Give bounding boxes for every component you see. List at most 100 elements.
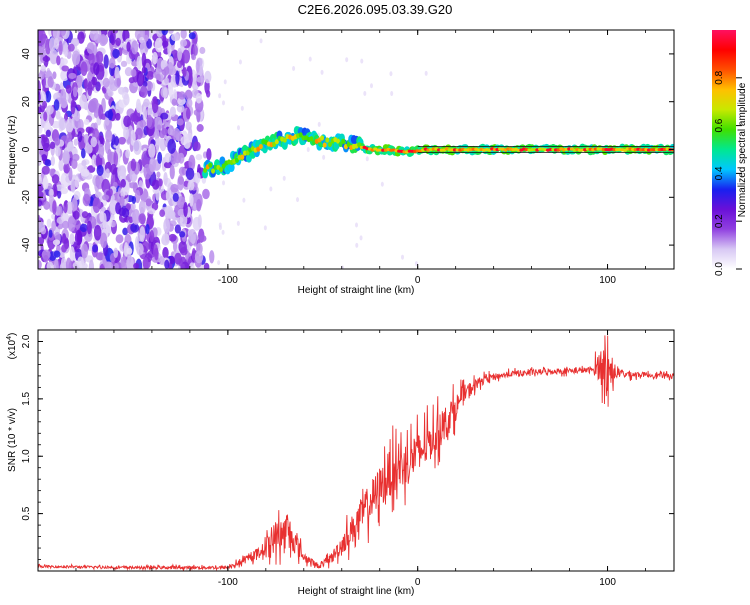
spectrogram-noise-cell (125, 149, 131, 159)
spectrogram-noise-cell (38, 153, 43, 166)
spectrogram-noise-cell (363, 91, 367, 97)
spectrogram-noise-cell (130, 114, 137, 122)
spectrogram-noise-cell (81, 148, 86, 159)
spectrogram-noise-cell (179, 246, 188, 256)
spectrogram-noise-cell (69, 233, 75, 246)
spectrogram-noise-cell (88, 51, 95, 66)
spectrogram-noise-cell (60, 69, 69, 82)
spectrogram-noise-cell (130, 222, 140, 233)
spectrogram-noise-cell (238, 59, 242, 65)
colorbar-tick-label: 0.0 (714, 262, 725, 276)
spectrogram-noise-cell (149, 156, 156, 173)
spectrogram-noise-cell (169, 164, 175, 180)
spectrogram-noise-cell (197, 214, 202, 228)
spectrogram-track-core (325, 137, 330, 143)
spectrogram-noise-cell (98, 104, 104, 120)
spectrogram-noise-cell (146, 114, 153, 128)
colorbar-label: Normalized spectral amplitude (737, 82, 748, 217)
x-tick-label: 0 (415, 275, 421, 286)
spectrogram-noise-cell (134, 189, 141, 204)
spectrogram-noise-cell (83, 118, 90, 126)
spectrogram-noise-cell (163, 161, 172, 169)
spectrogram-track-core (274, 139, 279, 145)
spectrogram-noise-cell (126, 247, 133, 255)
snr-x-ticks: -100 0 100 (37, 330, 646, 588)
spectrogram-track-core (282, 137, 287, 143)
spectrogram-noise-cell (142, 106, 148, 122)
spectrogram-noise-cell (69, 246, 75, 262)
spectrogram-noise-cell (45, 129, 51, 138)
spectrogram-noise-cell (131, 40, 139, 55)
snr-x-axis-label: Height of straight line (km) (298, 586, 415, 597)
spectrogram-signal-track (202, 125, 674, 179)
spectrogram-noise-cell (155, 73, 161, 81)
spectrogram-noise-cell (179, 231, 186, 238)
spectrogram-noise-cell (65, 257, 72, 269)
spectrogram-noise-cell (163, 218, 171, 234)
spectrogram-noise-cell (317, 121, 321, 127)
spectrogram-noise-cell (104, 110, 114, 119)
spectrogram-noise-cell (89, 30, 99, 41)
spectrogram-noise-cell (169, 106, 177, 117)
spectrogram-noise-cell (79, 223, 88, 233)
spectrogram-noise-cell (202, 151, 208, 159)
x-tick-label: 100 (599, 275, 616, 286)
spectrogram-track-core (298, 132, 303, 138)
spectrogram-noise-cell (67, 216, 76, 232)
spectrogram-noise-cell (110, 214, 115, 222)
spectrogram-noise-cell (53, 37, 60, 50)
y-tick-label: -20 (21, 190, 32, 205)
spectrogram-noise-cell (113, 150, 119, 167)
spectrogram-noise-cell (74, 176, 80, 189)
spectrogram-track-core (320, 135, 325, 141)
spectrogram-noise-cell (60, 212, 70, 222)
spectrogram-noise-cell (167, 138, 177, 154)
spectrogram-noise-cell (146, 70, 155, 80)
spectrogram-noise-cell (199, 235, 207, 242)
colorbar-tick-label: 0.2 (714, 214, 725, 228)
spectrogram-noise-cell (71, 197, 78, 213)
spectrogram-noise-cell (193, 141, 201, 152)
y-tick-label: 0.5 (21, 506, 32, 520)
snr-panel: -100 0 100 0.5 1.0 1.5 2.0 Height of straight… (6, 329, 675, 597)
spectrogram-noise-cell (83, 133, 90, 145)
spectrogram-noise-cell (38, 259, 42, 269)
spectrogram-noise-cell (75, 75, 83, 88)
spectrogram-noise-cell (38, 30, 47, 46)
spectrogram-noise-cell (136, 71, 145, 87)
spectrogram-noise-cell (345, 57, 349, 63)
snr-y-scale: (x104) (6, 333, 18, 360)
spectrogram-noise-cell (164, 259, 170, 269)
spectrogram-noise-cell (161, 233, 170, 245)
spectrogram-noise-cell (195, 172, 201, 184)
spectrogram-noise-cell (86, 220, 92, 235)
spectrogram-noise-cell (194, 250, 204, 264)
spectrogram-noise-cell (46, 218, 52, 228)
y-tick-label: 1.0 (21, 449, 32, 463)
y-tick-label: 40 (21, 48, 32, 60)
spectrogram-noise-cell (183, 138, 191, 149)
spectrogram-noise-cells (38, 30, 428, 269)
spectrogram-noise-cell (180, 30, 187, 39)
spectrogram-noise-cell (66, 132, 72, 143)
spectrogram-noise-cell (306, 147, 310, 153)
spectrogram-noise-cell (95, 51, 104, 64)
spectrogram-noise-cell (139, 119, 147, 128)
spectrogram-noise-cell (141, 66, 147, 74)
spectrogram-track-core (357, 142, 362, 148)
spectrogram-noise-cell (185, 167, 195, 180)
spectrogram-noise-cell (38, 221, 46, 233)
spectrogram-track-cell (219, 156, 226, 166)
spectrogram-noise-cell (168, 233, 177, 242)
spectrogram-noise-cell (175, 70, 180, 85)
spectrogram-noise-cell (52, 71, 57, 80)
spectrogram-noise-cell (130, 202, 136, 211)
spectrogram-track-core (335, 138, 340, 144)
spectrogram-noise-cell (206, 148, 212, 161)
spectrogram-noise-cell (151, 179, 160, 190)
spectrogram-track-core (341, 138, 346, 144)
spectrogram-noise-cell (151, 98, 159, 114)
spectrogram-noise-cell (62, 150, 70, 165)
spectrogram-noise-cell (185, 121, 192, 131)
spectrogram-noise-cell (148, 143, 156, 159)
